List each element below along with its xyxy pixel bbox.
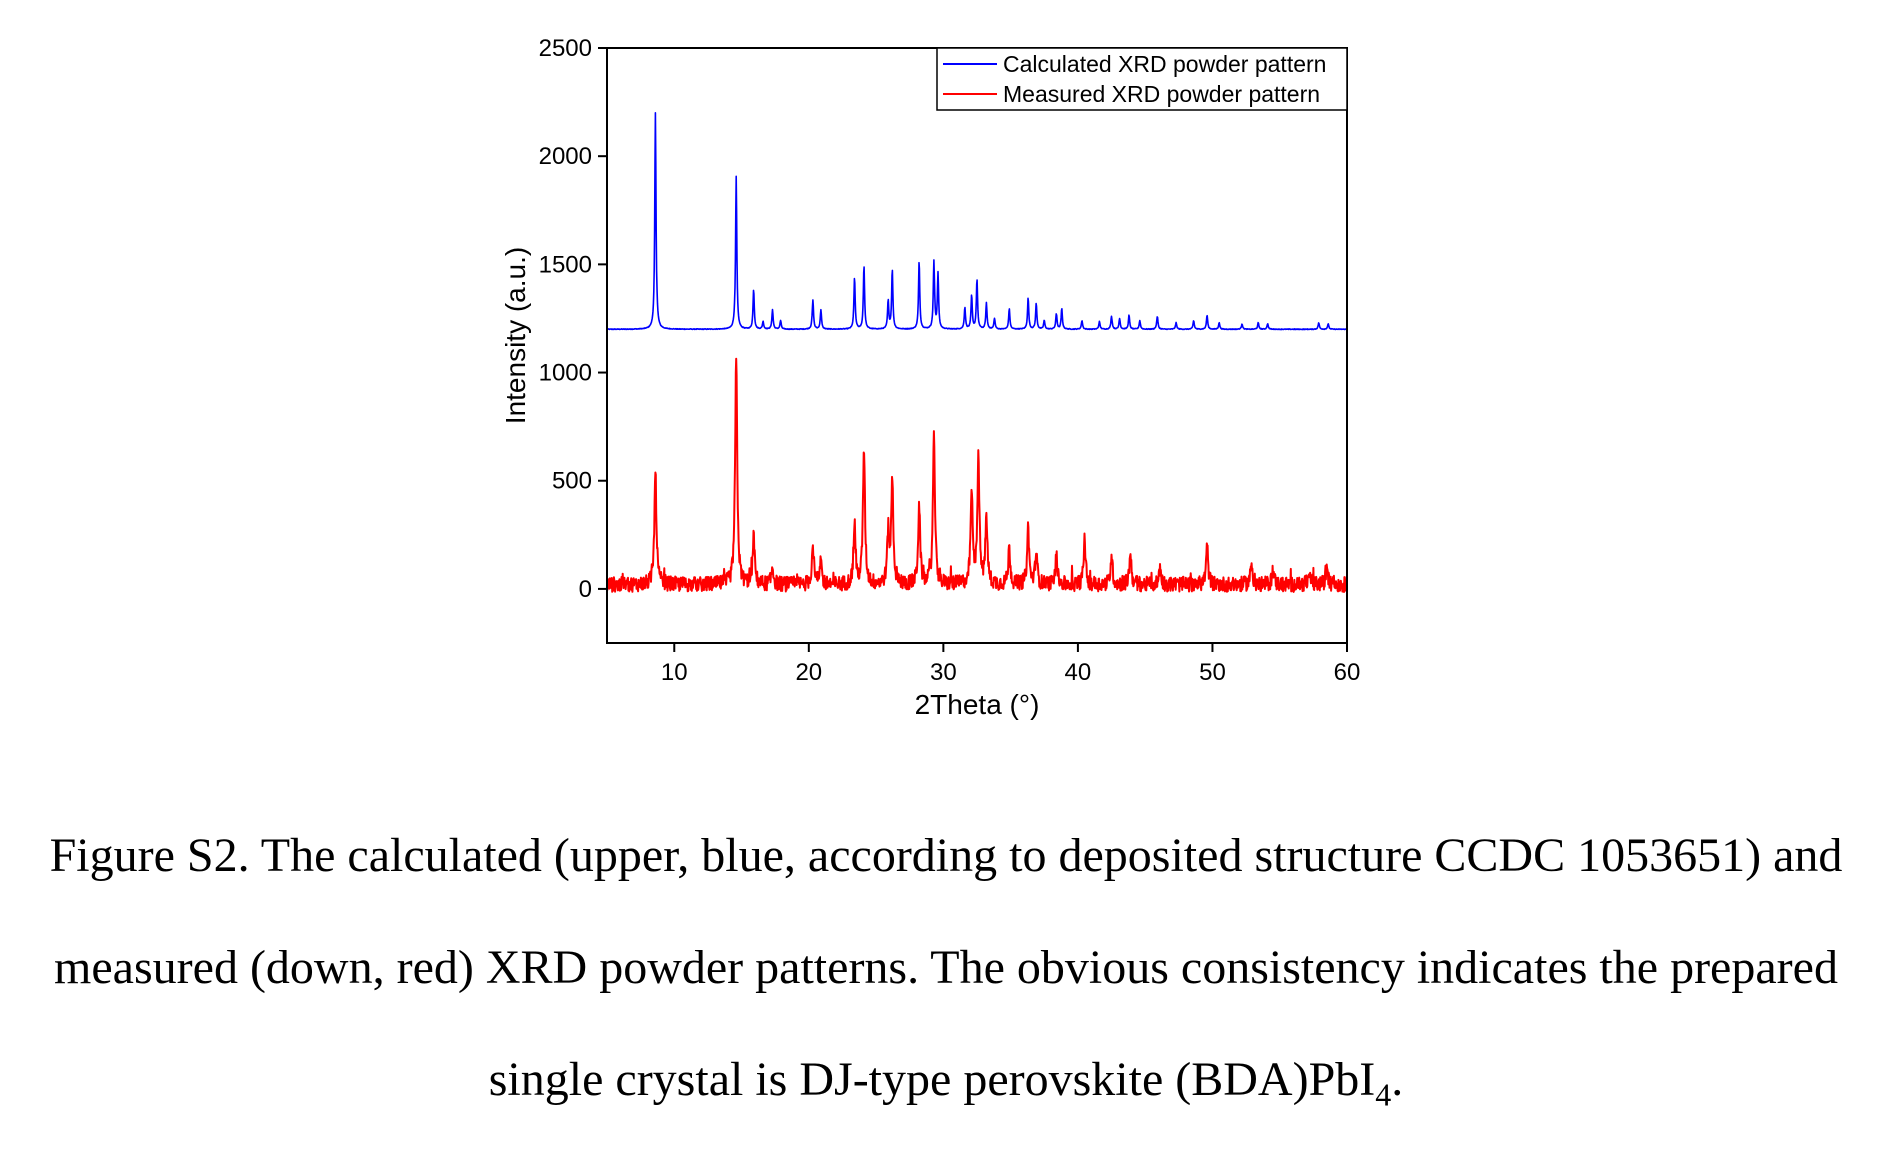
x-tick-label: 10 <box>661 659 688 686</box>
x-tick-label: 40 <box>1065 659 1092 686</box>
x-tick-label: 60 <box>1334 659 1361 686</box>
legend-entry: Calculated XRD powder pattern <box>1003 51 1326 77</box>
y-tick-label: 2500 <box>539 35 592 62</box>
legend-entry: Measured XRD powder pattern <box>1003 81 1320 107</box>
x-tick-label: 20 <box>795 659 822 686</box>
x-tick-label: 50 <box>1199 659 1226 686</box>
y-tick-label: 500 <box>552 468 592 495</box>
legend-box <box>936 47 1348 111</box>
series-layer <box>606 112 1348 593</box>
legend: Calculated XRD powder pattern Measured XR… <box>936 47 1348 111</box>
caption-line-3: single crystal is DJ-type perovskite (BD… <box>0 1024 1892 1151</box>
caption-line-2: measured (down, red) XRD powder patterns… <box>54 941 1838 994</box>
caption-subscript: 4 <box>1375 1076 1392 1113</box>
x-axis-ticks: 10 20 30 40 50 60 <box>661 643 1360 686</box>
y-tick-label: 1000 <box>539 360 592 387</box>
measured-pattern-line <box>606 357 1348 593</box>
x-axis-label: 2Theta (°) <box>915 689 1040 720</box>
caption-line-3-text: single crystal is DJ-type perovskite (BD… <box>488 1053 1376 1106</box>
y-tick-label: 1500 <box>539 251 592 278</box>
y-tick-label: 0 <box>579 576 592 603</box>
y-axis-ticks: 0 500 1000 1500 2000 2500 <box>539 35 607 603</box>
y-tick-label: 2000 <box>539 143 592 170</box>
caption-line-1: Figure S2. The calculated (upper, blue, … <box>49 829 1843 882</box>
figure-caption: Figure S2. The calculated (upper, blue, … <box>0 800 1892 1151</box>
x-tick-label: 30 <box>930 659 957 686</box>
plot-frame <box>606 47 1348 644</box>
calculated-pattern-line <box>606 112 1348 331</box>
caption-line-3-end: . <box>1391 1053 1404 1106</box>
y-axis-label: Intensity (a.u.) <box>500 247 531 424</box>
xrd-chart: 10 20 30 40 50 60 0 500 1000 1500 2000 2500 2Theta… <box>500 35 1360 720</box>
